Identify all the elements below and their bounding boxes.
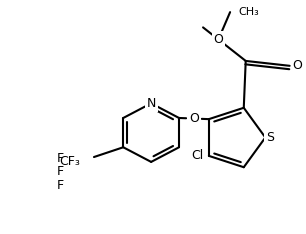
Text: Cl: Cl <box>191 149 203 161</box>
Text: N: N <box>147 97 156 110</box>
Text: CF₃: CF₃ <box>59 155 80 168</box>
Text: S: S <box>266 131 274 144</box>
Text: F: F <box>57 151 64 165</box>
Text: F: F <box>57 165 64 178</box>
Text: O: O <box>189 112 199 125</box>
Text: F: F <box>57 179 64 192</box>
Text: CH₃: CH₃ <box>238 7 259 17</box>
Text: O: O <box>293 59 302 72</box>
Text: O: O <box>214 33 223 46</box>
